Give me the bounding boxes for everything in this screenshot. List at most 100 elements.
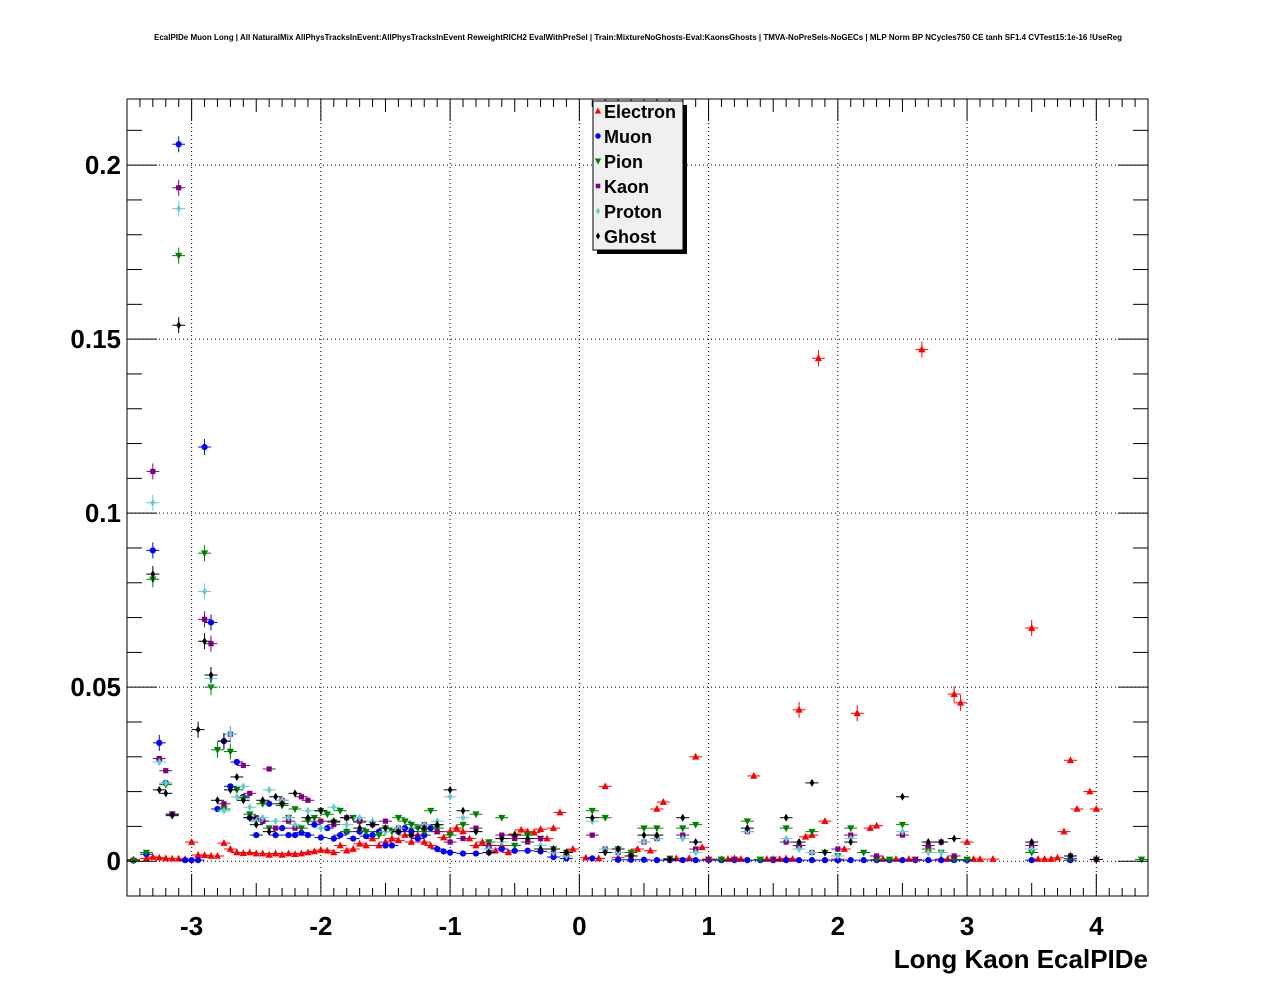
data-point-proton (292, 820, 298, 829)
data-point-muon (298, 829, 305, 836)
data-point-electron (226, 845, 234, 852)
data-point-electron (814, 354, 823, 362)
data-point-electron (420, 838, 428, 845)
data-point-kaon (731, 856, 738, 863)
data-point-pion (336, 807, 344, 815)
data-point-electron (659, 798, 667, 805)
data-point-ghost (247, 813, 253, 822)
data-point-muon (291, 831, 299, 839)
data-point-proton (163, 778, 169, 787)
data-point-pion (226, 748, 234, 756)
data-point-proton (925, 848, 931, 857)
data-point-proton (900, 827, 905, 836)
data-point-pion (679, 825, 687, 833)
data-point-electron (388, 834, 396, 842)
data-point-electron (168, 854, 176, 862)
y-tick-label: 0 (107, 846, 121, 876)
data-point-electron (685, 854, 693, 862)
data-point-muon (1028, 857, 1035, 864)
data-point-ghost (383, 824, 388, 833)
data-point-electron (1073, 804, 1081, 812)
data-point-ghost (564, 848, 569, 857)
x-tick-label: -1 (439, 911, 462, 941)
data-point-electron (1041, 855, 1049, 862)
data-point-muon (524, 847, 531, 854)
data-point-electron (394, 836, 403, 844)
data-point-electron (375, 841, 383, 849)
data-point-electron (905, 855, 913, 862)
data-point-muon (511, 847, 518, 854)
data-point-pion (362, 828, 370, 836)
data-point-muon (337, 831, 344, 839)
data-point-electron (763, 855, 771, 862)
data-point-electron (233, 848, 241, 856)
axis-layer: -3 -2 -1 0 1 2 3 4 0 0.05 0.1 0.15 0.2 (70, 99, 1149, 941)
data-point-kaon (770, 856, 776, 863)
data-point-ghost (783, 813, 789, 822)
data-point-proton (221, 806, 227, 815)
data-point-pion (310, 814, 318, 822)
data-point-ghost (538, 845, 543, 854)
data-point-muon (149, 547, 156, 554)
data-point-ghost (615, 845, 621, 854)
data-point-pion (743, 818, 751, 826)
data-point-proton (260, 813, 266, 822)
x-tick-label: 3 (960, 911, 974, 941)
data-point-pion (297, 825, 306, 833)
x-tick-label: 1 (701, 911, 715, 941)
data-point-pion (640, 825, 648, 833)
axes-frame (126, 98, 1149, 897)
data-point-kaon (382, 818, 389, 824)
y-tick-label: 0.15 (70, 324, 121, 354)
data-point-kaon (537, 835, 544, 842)
data-point-electron (401, 831, 409, 838)
data-point-electron (801, 832, 810, 840)
data-point-electron (407, 838, 415, 845)
data-point-electron (336, 841, 344, 849)
data-point-proton (796, 845, 802, 854)
legend-marker-proton (595, 207, 601, 215)
data-point-electron (142, 854, 150, 862)
legend-label-muon: Muon (604, 127, 652, 147)
legend-label-pion: Pion (604, 152, 643, 172)
data-point-pion (407, 821, 415, 829)
data-point-kaon (221, 801, 227, 807)
data-point-muon (207, 619, 215, 626)
data-point-ghost (357, 824, 363, 833)
data-point-ghost (221, 737, 227, 746)
data-point-muon (414, 835, 421, 842)
data-point-proton (150, 498, 156, 507)
data-point-electron (252, 849, 260, 857)
data-point-proton (305, 806, 311, 815)
data-point-pion (756, 856, 764, 864)
data-point-proton (234, 792, 240, 801)
data-point-proton (273, 817, 279, 826)
legend-label-ghost: Ghost (604, 227, 656, 247)
data-point-ghost (195, 725, 201, 734)
data-point-ghost (628, 851, 634, 860)
data-point-ghost (900, 792, 905, 801)
data-point-kaon (273, 825, 279, 831)
data-point-electron (1053, 853, 1062, 861)
data-point-electron (872, 821, 881, 829)
data-point-pion (653, 825, 661, 833)
data-point-ghost (408, 831, 414, 840)
data-point-muon (938, 857, 945, 864)
data-point-ghost (809, 778, 815, 787)
data-point-muon (653, 857, 661, 864)
x-tick-label: 2 (831, 911, 845, 941)
data-point-proton (641, 838, 647, 847)
data-point-pion (343, 828, 351, 836)
data-point-pion (375, 832, 383, 840)
data-point-pion (485, 839, 493, 847)
legend: Electron Muon Pion Kaon Proton Ghost (592, 100, 687, 254)
data-point-kaon (240, 762, 246, 769)
data-point-muon (795, 857, 803, 864)
data-point-electron (465, 834, 474, 842)
data-point-ghost (234, 772, 240, 781)
data-point-ghost (227, 785, 233, 794)
data-point-electron (750, 771, 758, 779)
data-point-electron (543, 834, 551, 842)
data-point-muon (692, 857, 699, 864)
data-point-muon (194, 857, 202, 864)
